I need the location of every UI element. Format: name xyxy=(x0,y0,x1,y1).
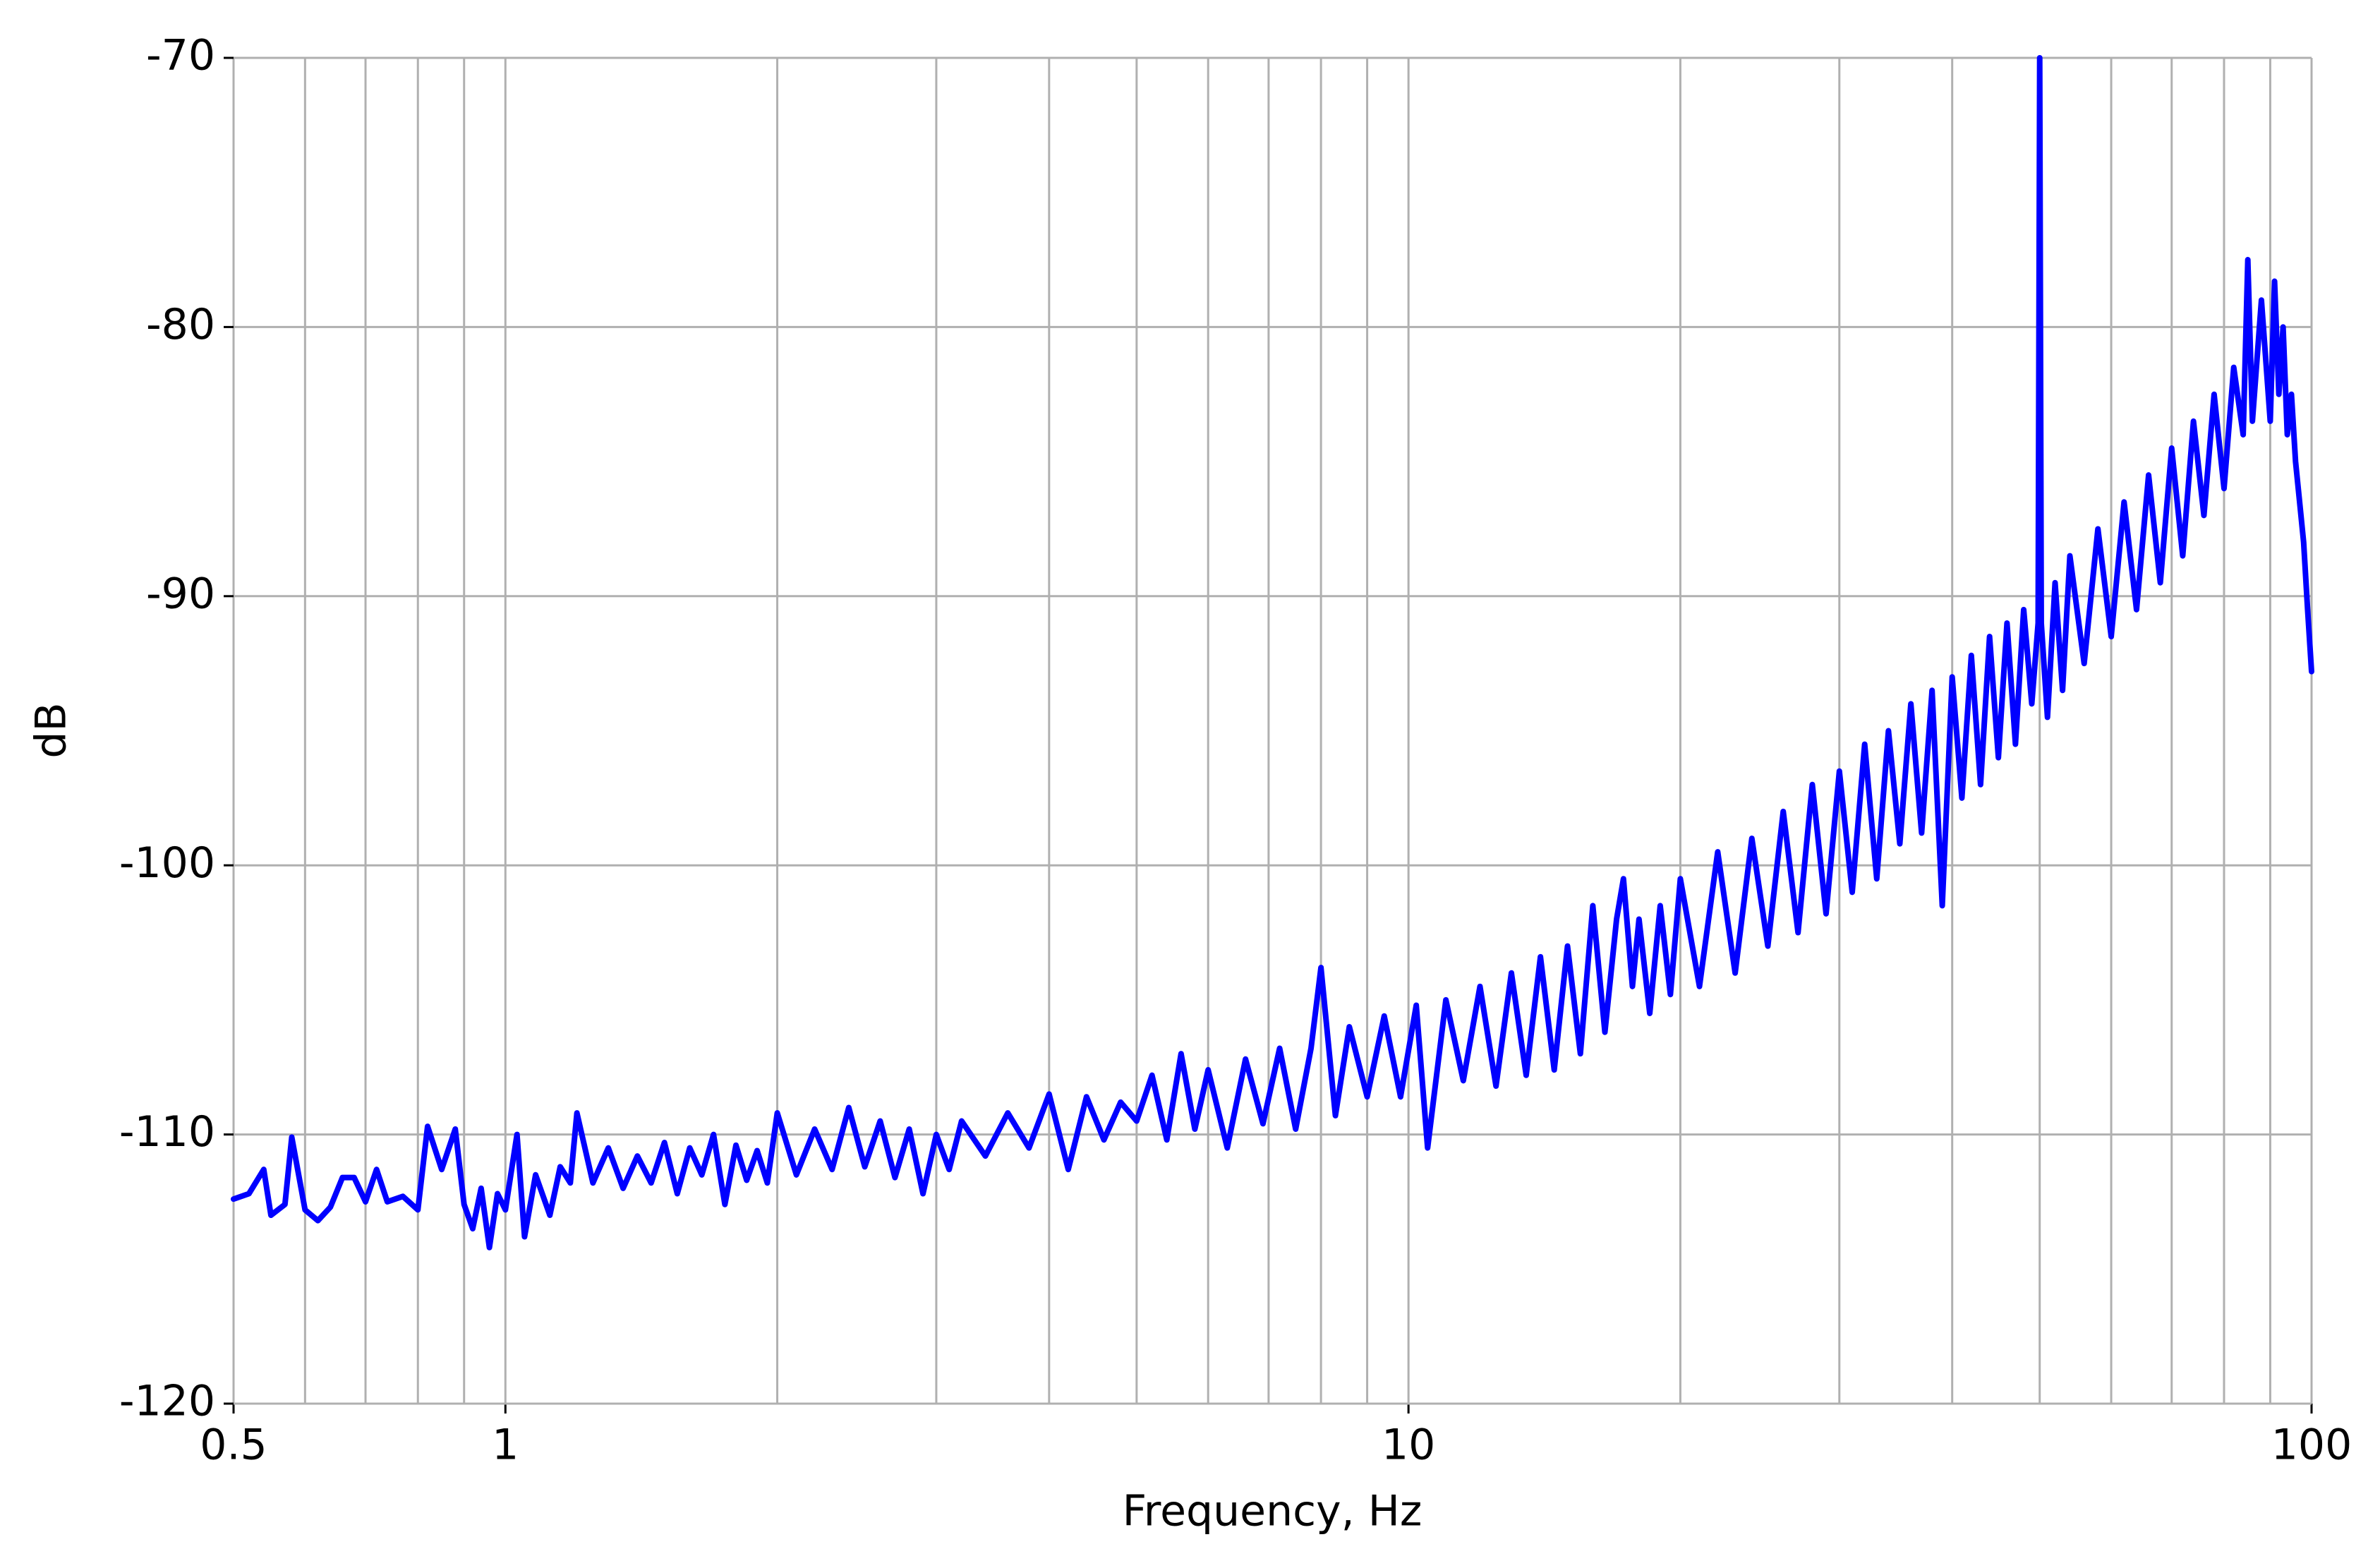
y-tick-label: -110 xyxy=(119,1107,215,1157)
x-tick-label: 0.5 xyxy=(200,1421,267,1470)
y-tick-label: -120 xyxy=(119,1377,215,1426)
x-tick-label: 10 xyxy=(1382,1421,1435,1470)
y-tick-label: -80 xyxy=(146,300,215,349)
x-tick-label: 1 xyxy=(492,1421,519,1470)
x-axis-label: Frequency, Hz xyxy=(1123,1487,1422,1536)
x-tick-label: 100 xyxy=(2271,1421,2352,1470)
data-line xyxy=(231,55,2314,1250)
y-tick-label: -90 xyxy=(146,569,215,618)
y-tick-label: -70 xyxy=(146,31,215,80)
y-axis-label: dB xyxy=(27,702,76,758)
y-tick-label: -100 xyxy=(119,838,215,888)
